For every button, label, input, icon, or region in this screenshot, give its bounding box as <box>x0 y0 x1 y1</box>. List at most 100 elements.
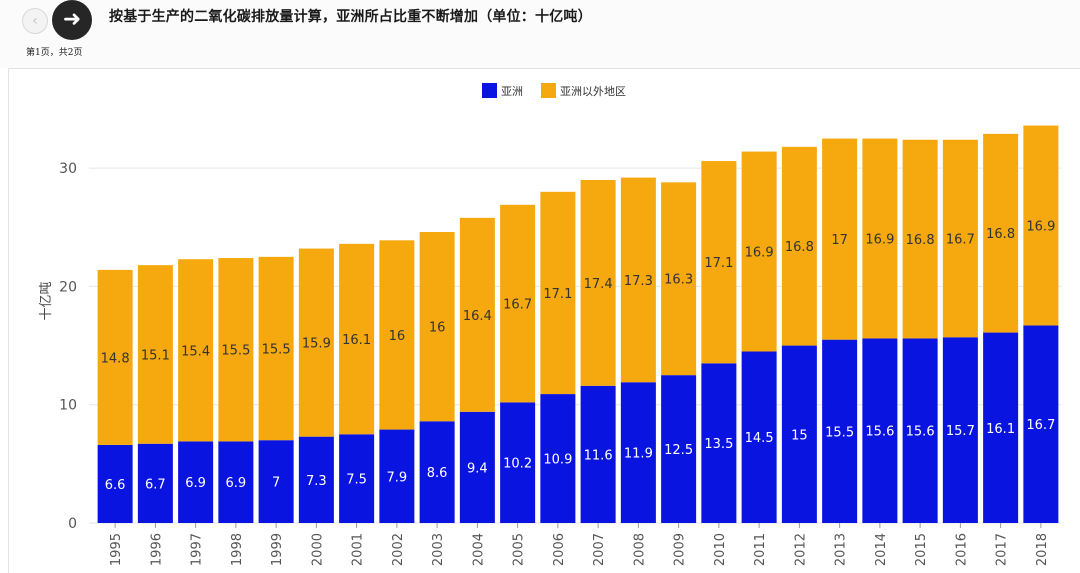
bar-segment <box>942 337 978 523</box>
page-indicator: 第1页，共2页 <box>26 48 83 58</box>
x-tick-label: 2006 <box>552 533 567 566</box>
data-label: 16.7 <box>1026 418 1055 433</box>
data-label: 6.9 <box>226 476 247 491</box>
bar-segment <box>178 259 214 442</box>
bar-segment <box>862 138 898 339</box>
data-label: 14.8 <box>101 351 130 366</box>
bar-segment <box>902 338 938 523</box>
x-tick-label: 2003 <box>431 533 446 566</box>
data-label: 13.5 <box>704 437 733 452</box>
x-tick-label: 2010 <box>713 533 728 566</box>
bar-segment <box>741 151 777 352</box>
data-label: 15.1 <box>141 348 170 363</box>
data-label: 16.1 <box>986 422 1015 437</box>
bar-segment <box>580 385 616 523</box>
bar-segment <box>983 133 1019 333</box>
legend-swatch <box>541 83 556 98</box>
bar-segment <box>459 217 495 412</box>
data-label: 11.6 <box>584 448 613 463</box>
data-label: 15.5 <box>221 344 250 359</box>
data-label: 7.5 <box>346 473 367 488</box>
data-label: 16.9 <box>865 233 894 248</box>
data-label: 8.6 <box>427 466 448 481</box>
data-label: 14.5 <box>745 431 774 446</box>
bar-segment <box>1023 125 1059 326</box>
data-label: 7.3 <box>306 474 327 489</box>
y-tick-label: 30 <box>59 161 77 177</box>
data-label: 16.7 <box>503 298 532 313</box>
data-label: 15.9 <box>302 337 331 352</box>
y-tick-label: 20 <box>59 279 77 295</box>
data-label: 15.5 <box>262 343 291 358</box>
data-label: 16 <box>389 329 406 344</box>
bar-segment <box>701 161 737 364</box>
x-tick-label: 1995 <box>109 533 124 566</box>
data-label: 6.6 <box>105 478 126 493</box>
data-label: 17.1 <box>704 256 733 271</box>
bar-segment <box>983 332 1019 523</box>
data-label: 12.5 <box>664 443 693 458</box>
bar-segment <box>741 351 777 523</box>
bar-segment <box>620 382 656 523</box>
x-tick-label: 2009 <box>673 533 688 566</box>
bar-segment <box>178 441 214 523</box>
data-label: 15.6 <box>906 425 935 440</box>
x-tick-label: 2001 <box>351 533 366 566</box>
x-tick-label: 2000 <box>310 533 325 566</box>
bar-segment <box>701 363 737 523</box>
data-label: 15.6 <box>865 425 894 440</box>
data-label: 16.1 <box>342 333 371 348</box>
bar-segment <box>298 248 334 437</box>
bar-segment <box>97 269 133 445</box>
bar-segment <box>902 139 938 339</box>
bar-segment <box>580 179 616 386</box>
bar-segment <box>379 429 415 523</box>
page-title: 按基于生产的二氧化碳排放量计算，亚洲所占比重不断增加（单位：十亿吨） <box>109 9 592 25</box>
data-label: 10.9 <box>543 453 572 468</box>
bar-segment <box>540 394 576 523</box>
x-tick-label: 2018 <box>1035 533 1050 566</box>
data-label: 17.1 <box>543 287 572 302</box>
previous-page-icon[interactable]: ‹ <box>22 8 48 34</box>
y-tick-label: 10 <box>59 398 77 414</box>
bar-segment <box>339 434 375 523</box>
x-tick-label: 2002 <box>391 533 406 566</box>
data-label: 7 <box>272 476 280 491</box>
data-label: 6.7 <box>145 477 166 492</box>
bar-segment <box>379 240 415 430</box>
x-tick-label: 2015 <box>914 533 929 566</box>
x-tick-label: 2014 <box>874 533 889 566</box>
data-label: 10.2 <box>503 457 532 472</box>
bar-segment <box>137 265 173 444</box>
bar-segment <box>781 345 817 523</box>
bar-segment <box>942 139 978 338</box>
data-label: 16.8 <box>906 233 935 248</box>
top-bar: ‹ ➜ 第1页，共2页 按基于生产的二氧化碳排放量计算，亚洲所占比重不断增加（单… <box>0 0 1080 68</box>
data-label: 15.5 <box>825 425 854 440</box>
data-label: 15.4 <box>181 344 210 359</box>
bar-segment <box>137 443 173 523</box>
x-tick-label: 2004 <box>471 533 486 566</box>
bar-segment <box>540 191 576 395</box>
x-tick-label: 1998 <box>230 533 245 566</box>
data-label: 6.9 <box>185 476 206 491</box>
data-label: 16.8 <box>986 227 1015 242</box>
data-label: 16.9 <box>745 246 774 261</box>
x-tick-label: 2012 <box>793 533 808 566</box>
data-label: 15.7 <box>946 424 975 439</box>
data-label: 17.4 <box>584 277 613 292</box>
x-tick-label: 2005 <box>512 533 527 566</box>
x-tick-label: 1996 <box>149 533 164 566</box>
next-page-icon[interactable]: ➜ <box>52 0 92 40</box>
data-label: 15 <box>791 428 808 443</box>
bar-segment <box>500 204 536 403</box>
bar-segment <box>822 138 858 340</box>
bar-segment <box>661 182 697 376</box>
data-label: 9.4 <box>467 461 488 476</box>
x-tick-label: 1997 <box>190 533 205 566</box>
bar-segment <box>781 146 817 346</box>
bar-segment <box>218 258 254 442</box>
bar-segment <box>339 243 375 435</box>
data-label: 16.7 <box>946 233 975 248</box>
bar-segment <box>500 402 536 523</box>
